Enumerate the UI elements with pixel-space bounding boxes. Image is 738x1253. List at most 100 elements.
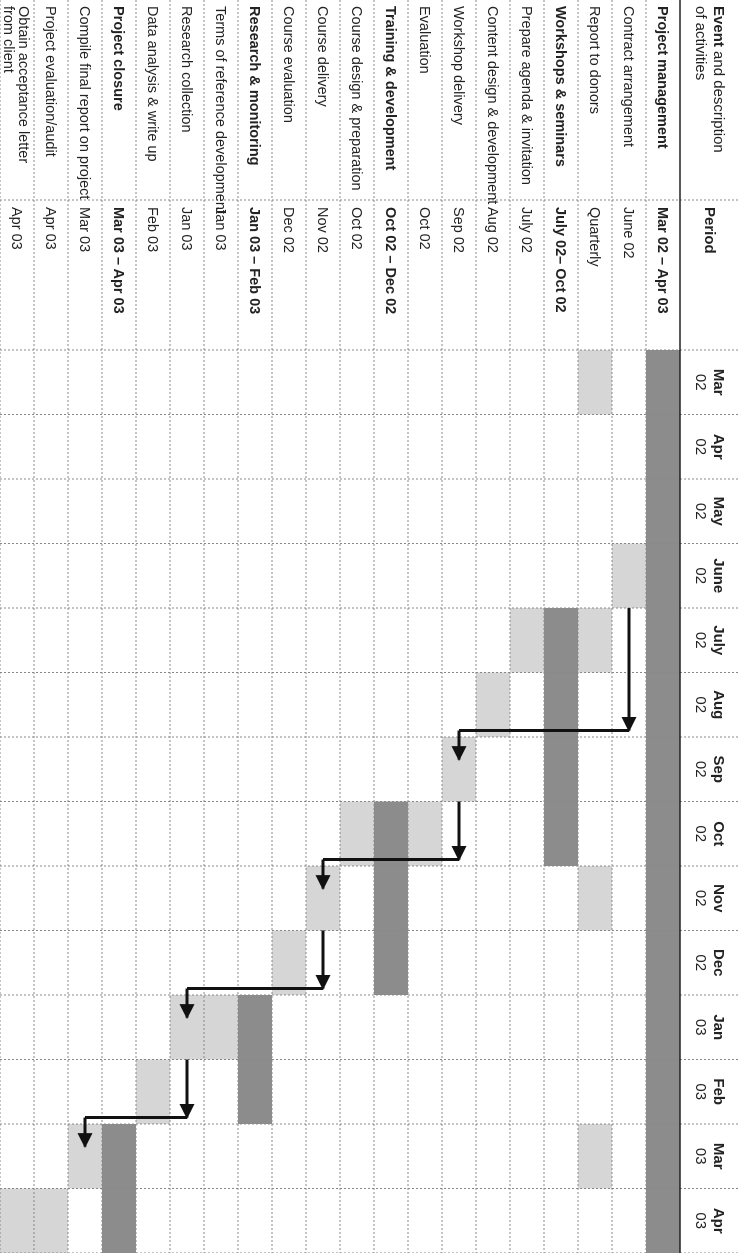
period-label: Apr 03: [8, 207, 24, 250]
activity-label: Compile final report on project: [76, 6, 92, 199]
gantt-bar-phase: [374, 801, 408, 995]
period-label: July 02: [518, 207, 534, 253]
month-year: 02: [692, 696, 709, 713]
header-event-label-line2: of activities: [692, 6, 709, 80]
header-period-label: Period: [701, 207, 718, 254]
header-row: Event and description of activities Peri…: [692, 6, 727, 254]
gantt-bar-task: [136, 1059, 170, 1124]
activity-label: Report to donors: [586, 6, 602, 114]
activity-label: Training & development: [382, 6, 398, 171]
month-name: Dec: [710, 949, 727, 977]
gantt-bar-task: [272, 930, 306, 995]
activity-label: Course evaluation: [280, 6, 296, 123]
month-year: 02: [692, 954, 709, 971]
month-year: 02: [692, 438, 709, 455]
month-year: 03: [692, 1148, 709, 1165]
period-label: Aug 02: [484, 207, 500, 253]
month-year: 02: [692, 761, 709, 778]
dependency-arrows: [77, 608, 637, 1149]
gantt-bar-task: [408, 801, 442, 866]
period-label: June 02: [620, 207, 636, 259]
gantt-bar-task: [442, 737, 476, 802]
month-year: 02: [692, 632, 709, 649]
gantt-bar-task: [476, 672, 510, 737]
period-label: Oct 02: [416, 207, 432, 250]
period-label: Oct 02: [348, 207, 364, 250]
activity-label: Project management: [654, 6, 670, 149]
gantt-bar-task: [0, 1188, 34, 1253]
gantt-bar-task: [204, 995, 238, 1060]
gantt-bar-task: [340, 801, 374, 866]
month-year: 02: [692, 890, 709, 907]
gantt-bar-task: [612, 543, 646, 608]
gantt-bar-phase: [646, 350, 680, 1253]
period-label: Nov 02: [314, 207, 330, 253]
period-label: Jan 03: [212, 207, 228, 251]
activity-label: Data analysis & write up: [144, 6, 160, 162]
activity-label: Course design & preparation: [348, 6, 364, 191]
gantt-bar-task: [306, 866, 340, 931]
activity-label: Evaluation: [416, 6, 432, 74]
month-name: Aug: [710, 690, 727, 719]
activity-label: Obtain acceptance letterfrom client: [0, 6, 31, 163]
period-label: Jan 03 – Feb 03: [246, 207, 262, 314]
month-name: Sep: [710, 755, 727, 783]
month-name: May: [710, 497, 727, 527]
month-year: 03: [692, 1212, 709, 1229]
period-label: Dec 02: [280, 207, 296, 253]
period-label: Sep 02: [450, 207, 466, 253]
month-name: June: [710, 558, 727, 593]
activity-label: Project closure: [110, 6, 126, 111]
month-year: 03: [692, 1083, 709, 1100]
gantt-bar-task: [578, 1124, 612, 1189]
activity-label: Research & monitoring: [246, 6, 262, 166]
gantt-bar-task: [510, 608, 544, 673]
period-label: Mar 03 – Apr 03: [110, 207, 126, 314]
period-label: Mar 02 – Apr 03: [654, 207, 670, 314]
period-label: Quarterly: [586, 207, 602, 267]
activity-label: Content design & development: [484, 6, 500, 204]
gantt-bar-task: [68, 1124, 102, 1189]
gantt-bar-task: [578, 350, 612, 415]
activity-label: Course delivery: [314, 6, 330, 107]
period-label: Jan 03: [178, 207, 194, 251]
gantt-bar-task: [170, 995, 204, 1060]
month-name: Apr: [710, 434, 727, 460]
month-name: Nov: [710, 884, 727, 913]
month-name: July: [710, 625, 727, 656]
period-label: Feb 03: [144, 207, 160, 252]
activity-rows: Project management Mar 02 – Apr 03 Contrac…: [0, 6, 670, 314]
activity-label: Workshop delivery: [450, 6, 466, 126]
gantt-bar-task: [578, 866, 612, 931]
month-year: 02: [692, 825, 709, 842]
period-label: July 02– Oct 02: [552, 207, 568, 313]
month-name: Oct: [710, 821, 727, 846]
gantt-bar-task: [34, 1188, 68, 1253]
month-year: 02: [692, 503, 709, 520]
period-label: Mar 03: [76, 207, 92, 252]
month-name: Mar: [710, 369, 727, 396]
period-label: Oct 02 – Dec 02: [382, 207, 398, 314]
period-label: Apr 03: [42, 207, 58, 250]
gantt-bar-phase: [238, 995, 272, 1124]
activity-label: Research collection: [178, 6, 194, 133]
activity-label: Workshops & seminars: [552, 6, 568, 167]
month-name: Apr: [710, 1208, 727, 1234]
month-name: Feb: [710, 1078, 727, 1105]
activity-label: Prepare agenda & invitation: [518, 6, 534, 185]
gantt-bar-phase: [102, 1124, 136, 1253]
activity-label: Terms of reference development: [212, 6, 228, 214]
activity-label: Project evaluation/audit: [42, 6, 58, 157]
activity-label: Contract arrangement: [620, 6, 636, 147]
month-headers: Mar02Apr02May02June02July02Aug02Sep02Oct…: [692, 369, 727, 1234]
header-event-label: Event and description: [710, 6, 727, 153]
month-name: Jan: [710, 1014, 727, 1040]
month-year: 02: [692, 567, 709, 584]
month-year: 03: [692, 1019, 709, 1036]
month-name: Mar: [710, 1143, 727, 1170]
month-year: 02: [692, 374, 709, 391]
gantt-bar-task: [578, 608, 612, 673]
